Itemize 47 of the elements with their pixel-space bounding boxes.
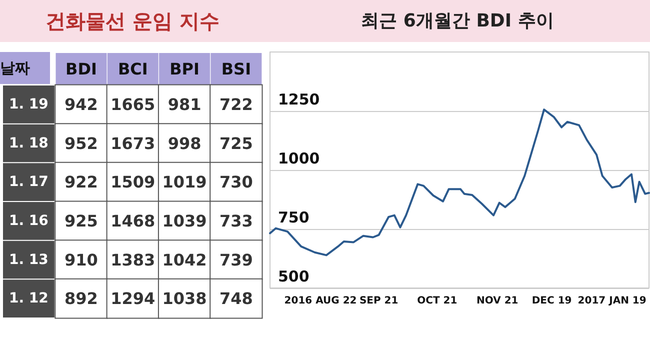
y-tick-label: 1. 19	[8, 96, 48, 112]
y-tick-label: 500	[278, 268, 310, 286]
x-tick-label: 2017 JAN 19	[578, 296, 646, 306]
data-label: 1383	[110, 250, 156, 270]
data-label: 922	[64, 172, 98, 192]
data-label: 739	[219, 250, 253, 270]
data-label: 1294	[110, 289, 156, 308]
data-label: 892	[64, 289, 98, 308]
x-tick-label: OCT 21	[417, 296, 458, 306]
data-label: 730	[219, 172, 253, 192]
x-tick-label: 2016 AUG 22	[284, 296, 357, 306]
y-tick-label: 1. 12	[8, 290, 48, 307]
data-label: 910	[64, 250, 98, 270]
data-label: 1038	[162, 289, 207, 308]
data-label: 748	[219, 289, 253, 308]
x-tick-label: BDI	[66, 60, 97, 78]
data-label: 1468	[110, 211, 156, 230]
chart-title: 최근 6개월간 BDI 추이	[361, 10, 554, 32]
data-label: 1042	[162, 250, 207, 270]
x-tick-label: BPI	[170, 60, 200, 78]
y-axis-title: 날짜	[0, 59, 30, 77]
data-label: 1019	[162, 172, 207, 192]
y-tick-label: 1000	[278, 150, 320, 168]
data-label: 1509	[110, 172, 156, 192]
data-label: 942	[64, 94, 98, 114]
y-tick-label: 1. 17	[8, 174, 48, 190]
y-tick-label: 1250	[278, 90, 320, 108]
data-label: 925	[64, 211, 98, 230]
data-label: 733	[219, 211, 253, 230]
x-tick-label: NOV 21	[476, 296, 518, 306]
y-tick-label: 1. 16	[8, 212, 48, 229]
data-label: 1039	[162, 211, 207, 230]
data-label: 981	[168, 94, 202, 114]
x-tick-label: DEC 19	[532, 296, 572, 306]
data-label: 725	[219, 134, 253, 153]
x-tick-label: BCI	[118, 60, 148, 78]
chart-title: 건화물선 운임 지수	[46, 9, 220, 33]
y-tick-label: 1. 18	[8, 135, 48, 152]
data-label: 722	[219, 94, 253, 114]
data-label: 1673	[110, 134, 156, 153]
data-label: 1665	[110, 94, 156, 114]
y-tick-label: 750	[278, 208, 310, 226]
x-tick-label: SEP 21	[359, 296, 398, 306]
y-tick-label: 1. 13	[8, 252, 48, 268]
x-tick-label: BSI	[221, 60, 252, 78]
data-label: 952	[64, 134, 98, 153]
data-label: 998	[168, 134, 202, 153]
